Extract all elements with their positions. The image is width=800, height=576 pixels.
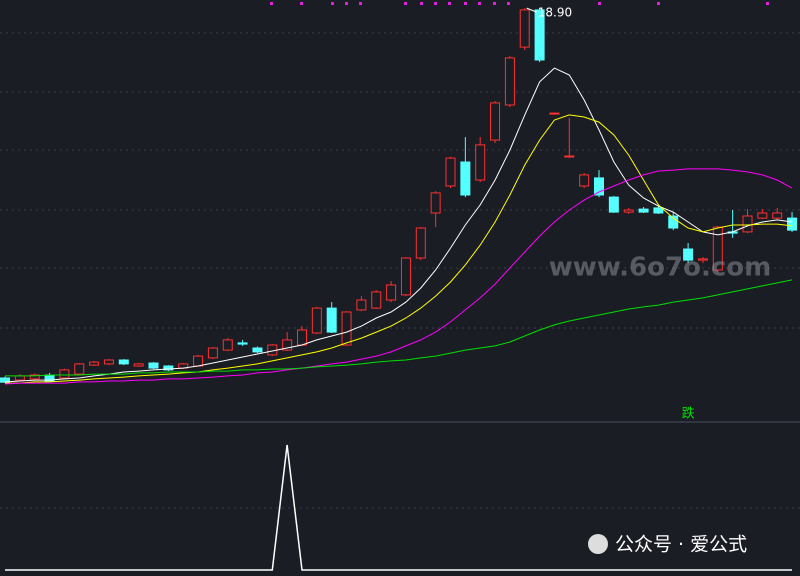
candle-body — [133, 363, 144, 367]
candle-body — [326, 307, 337, 333]
high-pointer — [526, 7, 537, 13]
candle-body — [475, 144, 486, 181]
marker — [507, 2, 510, 5]
ma-line — [4, 168, 793, 385]
candle-body — [341, 311, 352, 346]
candle-body — [594, 177, 604, 196]
watermark: www.6o7o.com — [549, 253, 771, 283]
candle-body — [460, 161, 471, 196]
candle-body — [712, 226, 723, 271]
marker — [493, 2, 496, 5]
footer: 公众号 · 爱公式 — [588, 534, 747, 556]
candle-body — [504, 57, 515, 106]
candle-body — [608, 196, 619, 213]
candle-body — [148, 362, 159, 369]
candle-body — [415, 227, 426, 259]
candle-body — [519, 9, 530, 48]
candle-body — [282, 339, 293, 351]
candle-body — [683, 248, 694, 261]
indicator-line — [5, 444, 792, 571]
ma-line — [5, 114, 793, 384]
candle-body — [549, 112, 560, 115]
candle-body — [103, 359, 114, 365]
candle-body — [742, 215, 753, 233]
candle-body — [490, 102, 501, 141]
marker — [657, 2, 660, 5]
candle-body — [252, 347, 263, 353]
candle-body — [697, 258, 708, 261]
candle-body — [564, 155, 575, 158]
candle-body — [89, 361, 100, 366]
candle-body — [118, 359, 129, 365]
wechat-icon — [588, 534, 608, 554]
candle-body — [668, 215, 679, 229]
marker — [270, 2, 273, 5]
candle-body — [59, 369, 70, 379]
marker — [300, 2, 303, 5]
candle-body — [0, 377, 10, 383]
candle-body — [787, 217, 798, 231]
marker — [434, 2, 437, 5]
high-label: 18.90 — [538, 6, 572, 20]
marker — [345, 2, 348, 5]
candle-body — [14, 375, 25, 381]
candle-body — [237, 342, 248, 345]
candle-body — [222, 339, 233, 351]
candle-body — [297, 329, 307, 346]
candle-body — [163, 365, 174, 371]
top-markers — [270, 2, 769, 5]
ma-line — [5, 279, 793, 377]
marker — [359, 2, 362, 5]
candle-body — [386, 284, 397, 301]
signal-label: 跌 — [682, 406, 695, 422]
grid — [0, 32, 800, 509]
candle-body — [445, 157, 456, 187]
candle-body — [579, 174, 590, 187]
candle-body — [74, 363, 85, 375]
candle-body — [653, 207, 664, 214]
candle-body — [311, 307, 322, 334]
candle-body — [772, 212, 783, 219]
candle-body — [207, 347, 218, 359]
marker — [404, 2, 407, 5]
marker — [766, 2, 769, 5]
candle-body — [371, 291, 382, 309]
candles — [0, 8, 798, 384]
candle-body — [400, 257, 411, 296]
marker — [598, 2, 601, 5]
candle-body — [430, 192, 441, 214]
candle-body — [623, 209, 634, 213]
candle-body — [638, 208, 649, 213]
marker — [331, 2, 334, 5]
candle-body — [193, 355, 204, 367]
marker — [448, 2, 451, 5]
marker — [478, 2, 481, 5]
candle-body — [29, 374, 40, 380]
marker — [464, 2, 467, 5]
candle-body — [757, 212, 768, 219]
candle-body — [534, 9, 545, 61]
candle-body — [356, 299, 367, 311]
footer-text: 公众号 · 爱公式 — [615, 534, 747, 556]
marker — [420, 2, 423, 5]
